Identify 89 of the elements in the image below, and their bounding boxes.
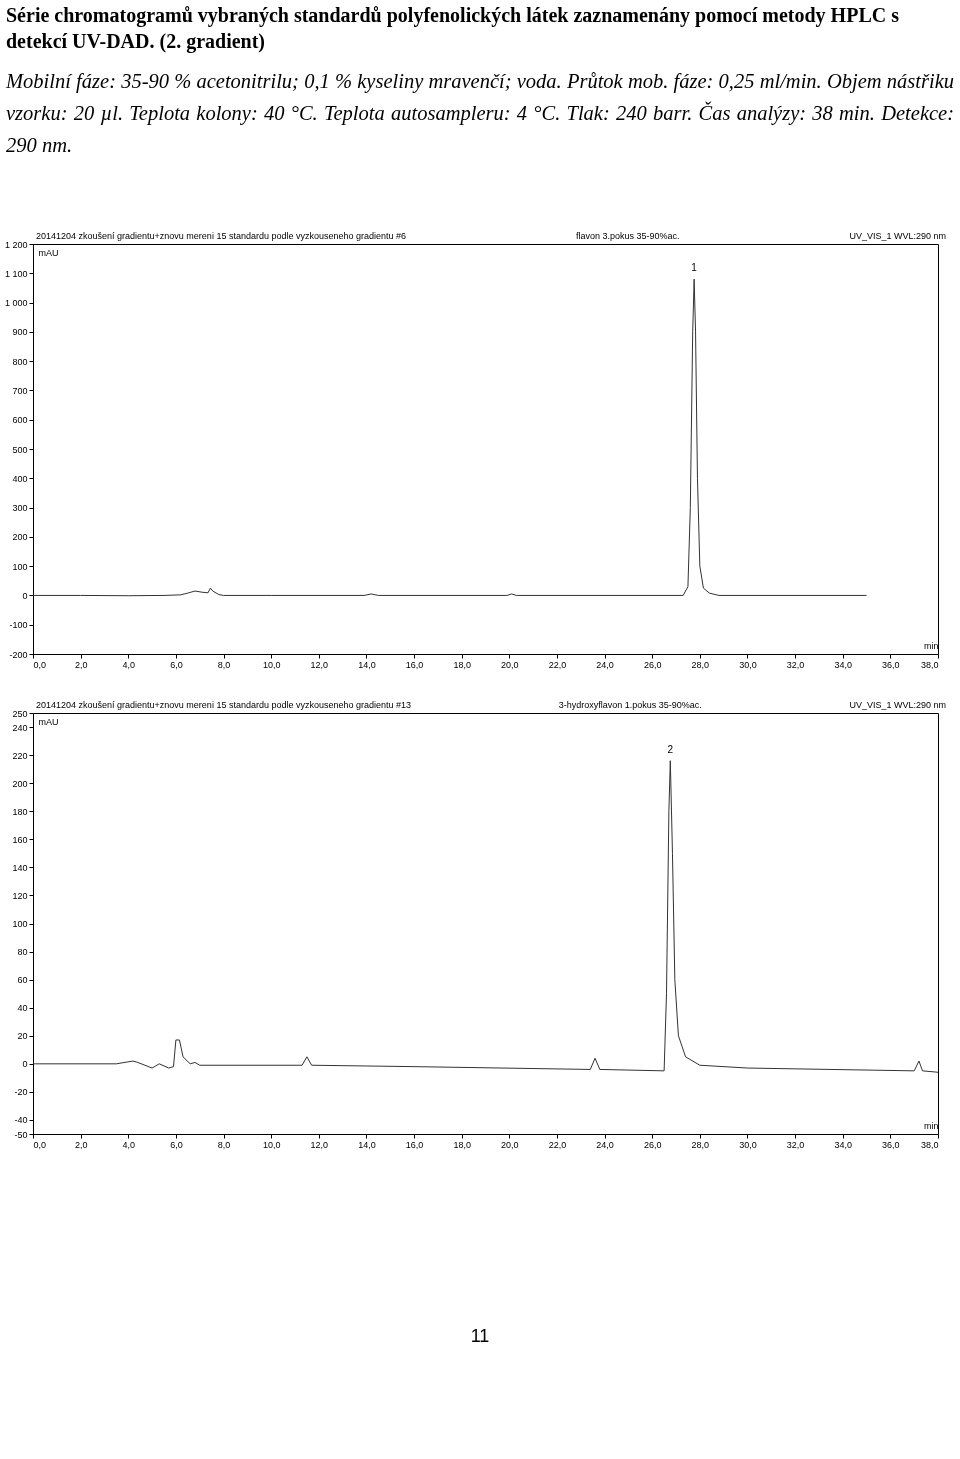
x-tick-label: 38,0 bbox=[920, 659, 939, 670]
x-tick-label: 10,0 bbox=[262, 1139, 281, 1150]
text: 20141204 zkoušení gradientu+znovu mereni 15 standardu podle vyzkouseneho gradientu #13 bbox=[36, 700, 412, 712]
y-tick-label: 80 bbox=[17, 947, 28, 958]
y-tick-label: 180 bbox=[12, 807, 28, 818]
annotation: 2 bbox=[667, 744, 674, 756]
x-tick-label: 34,0 bbox=[834, 1139, 852, 1150]
x-tick-label: 12,0 bbox=[310, 659, 329, 670]
y-tick-label: 900 bbox=[12, 327, 28, 338]
x-tick-label: 36,0 bbox=[882, 1139, 900, 1150]
x-tick-label: 36,0 bbox=[882, 659, 900, 670]
y-tick-label: -100 bbox=[9, 620, 28, 631]
text: 11 bbox=[469, 1326, 491, 1348]
y-axis-title: mAU bbox=[38, 247, 59, 258]
line-series bbox=[32, 760, 939, 1074]
y-tick-label: -200 bbox=[9, 649, 28, 660]
annotation: 1 bbox=[691, 262, 698, 274]
x-tick-label: 26,0 bbox=[643, 659, 662, 670]
x-tick-label: 2,0 bbox=[74, 1139, 88, 1150]
y-tick-label: 200 bbox=[12, 532, 28, 543]
x-tick-label: 28,0 bbox=[691, 659, 710, 670]
x-tick-label: 22,0 bbox=[548, 1139, 567, 1150]
y-tick-label: 220 bbox=[12, 750, 28, 761]
y-axis-title: mAU bbox=[38, 716, 59, 727]
x-tick-label: 32,0 bbox=[786, 659, 805, 670]
x-tick-label: 10,0 bbox=[262, 659, 281, 670]
x-tick-label: 0,0 bbox=[33, 659, 47, 670]
y-tick-label: 1 000 bbox=[4, 298, 28, 309]
x-tick-label: 24,0 bbox=[596, 1139, 614, 1150]
y-tick-label: 60 bbox=[17, 975, 28, 986]
y-tick-label: 800 bbox=[12, 356, 28, 367]
y-tick-label: 0 bbox=[22, 591, 28, 602]
x-tick-label: 4,0 bbox=[122, 659, 136, 670]
x-tick-label: 14,0 bbox=[358, 1139, 376, 1150]
y-tick-label: -50 bbox=[14, 1129, 28, 1140]
x-tick-label: 12,0 bbox=[310, 1139, 329, 1150]
y-tick-label: 40 bbox=[17, 1003, 28, 1014]
x-tick-label: 24,0 bbox=[596, 659, 614, 670]
y-tick-label: 100 bbox=[12, 561, 28, 572]
line-series bbox=[32, 278, 868, 597]
x-tick-label: 0,0 bbox=[33, 1139, 47, 1150]
x-tick-label: 22,0 bbox=[548, 659, 567, 670]
y-tick-label: 300 bbox=[12, 503, 28, 514]
y-tick-label: 0 bbox=[22, 1059, 28, 1070]
x-tick-label: 8,0 bbox=[217, 1139, 231, 1150]
y-tick-label: 140 bbox=[12, 863, 28, 874]
x-tick-label: 2,0 bbox=[74, 659, 88, 670]
x-tick-label: 38,0 bbox=[920, 1139, 939, 1150]
y-tick-label: -40 bbox=[14, 1115, 28, 1126]
y-tick-label: 120 bbox=[12, 891, 28, 902]
y-tick-label: -20 bbox=[14, 1087, 28, 1098]
x-axis-title: min bbox=[923, 640, 939, 651]
text: UV_VIS_1 WVL:290 nm bbox=[849, 231, 946, 243]
text: 20141204 zkoušení gradientu+znovu mereni 15 standardu podle vyzkouseneho gradientu #6 bbox=[36, 231, 407, 243]
x-tick-label: 6,0 bbox=[170, 1139, 183, 1150]
y-tick-label: 1 100 bbox=[4, 269, 28, 280]
x-tick-label: 28,0 bbox=[691, 1139, 710, 1150]
x-tick-label: 8,0 bbox=[217, 659, 231, 670]
y-tick-label: 160 bbox=[12, 835, 28, 846]
x-tick-label: 16,0 bbox=[405, 1139, 424, 1150]
y-tick-label: 250 bbox=[12, 708, 28, 719]
x-tick-label: 14,0 bbox=[358, 659, 376, 670]
x-tick-label: 20,0 bbox=[501, 659, 519, 670]
x-tick-label: 6,0 bbox=[170, 659, 183, 670]
y-tick-label: 200 bbox=[12, 778, 28, 789]
y-tick-label: 100 bbox=[12, 919, 28, 930]
x-tick-label: 32,0 bbox=[786, 1139, 805, 1150]
y-tick-label: 400 bbox=[12, 474, 28, 485]
text: flavon 3.pokus 35-90%ac. bbox=[575, 231, 680, 243]
y-tick-label: 240 bbox=[12, 722, 28, 733]
y-tick-label: 600 bbox=[12, 415, 28, 426]
x-tick-label: 34,0 bbox=[834, 659, 852, 670]
x-tick-label: 18,0 bbox=[453, 659, 471, 670]
x-tick-label: 30,0 bbox=[739, 659, 757, 670]
x-tick-label: 26,0 bbox=[643, 1139, 662, 1150]
y-tick-label: 500 bbox=[12, 444, 28, 455]
y-tick-label: 700 bbox=[12, 386, 28, 397]
x-tick-label: 16,0 bbox=[405, 659, 424, 670]
text: 3-hydroxyflavon 1.pokus 35-90%ac. bbox=[558, 700, 702, 712]
chart-title: Série chromatogramů vybraných standardů polyfenolických látek zaznamenány pomocí metody HPLC s detekcí UV-DAD. (2. gradient) bbox=[6, 3, 900, 54]
x-tick-label: 4,0 bbox=[122, 1139, 136, 1150]
x-tick-label: 30,0 bbox=[739, 1139, 757, 1150]
y-tick-label: 1 200 bbox=[4, 239, 28, 250]
chart-subtitle: Mobilní fáze: 35-90 % acetonitrilu; 0,1 % kyseliny mravenčí; voda. Průtok mob. fáze: 0,25 ml/min. Objem nástřiku vzorku: 20 µl. Teplota kolony: 40 °C. Teplota autosampleru: 4 °C. Tlak: 240 barr. Čas analýzy: 38 min. Detekce: 290 nm. bbox=[6, 69, 954, 158]
x-tick-label: 20,0 bbox=[501, 1139, 519, 1150]
y-tick-label: 20 bbox=[17, 1031, 28, 1042]
x-axis-title: min bbox=[923, 1120, 939, 1131]
text: UV_VIS_1 WVL:290 nm bbox=[849, 700, 946, 712]
x-tick-label: 18,0 bbox=[453, 1139, 471, 1150]
